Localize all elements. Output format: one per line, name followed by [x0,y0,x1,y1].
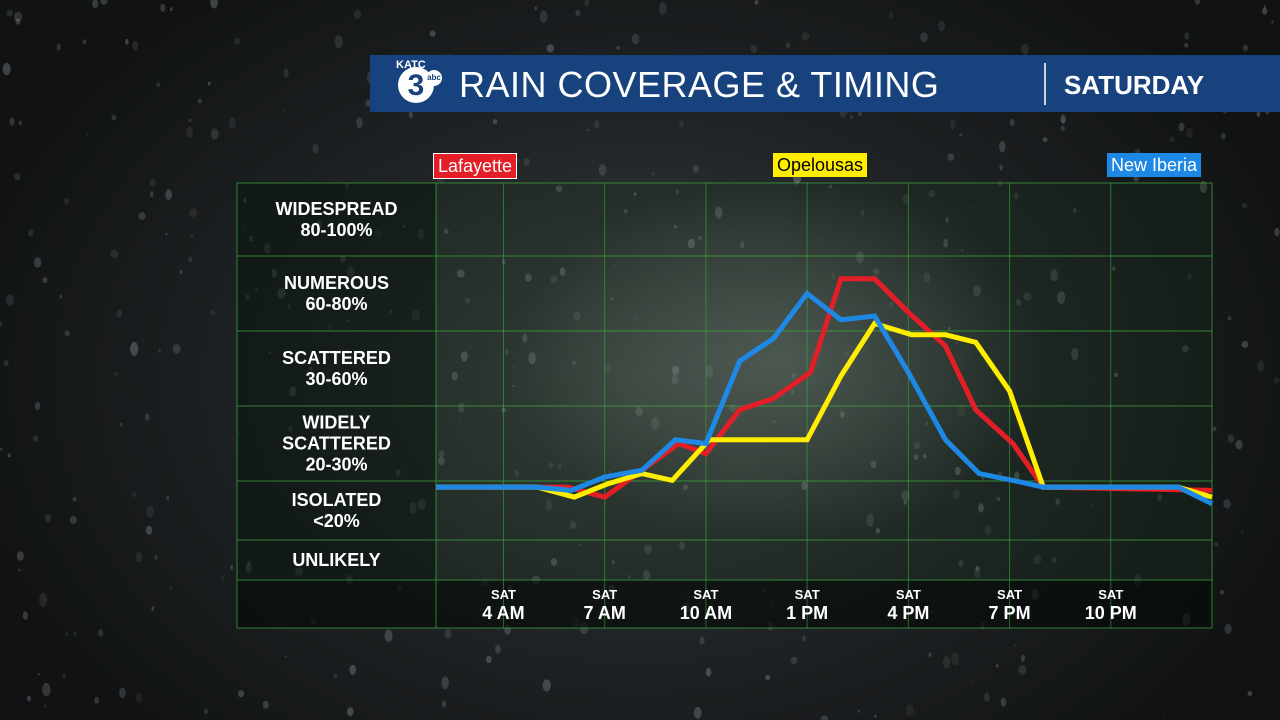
plot-area [436,183,1212,580]
banner-divider [1044,63,1046,105]
x-tick-day: SAT [896,587,921,602]
logo-number: 3 [398,67,434,103]
katc-logo: KATC 3 abc [392,59,442,109]
time-axis-panel [237,580,1212,628]
category-label: 60-80% [305,294,367,314]
x-tick-day: SAT [491,587,516,602]
category-label: <20% [313,511,360,531]
x-tick-time: 1 PM [786,603,828,623]
x-tick-day: SAT [795,587,820,602]
x-tick-day: SAT [592,587,617,602]
banner-title: RAIN COVERAGE & TIMING [459,64,940,105]
category-panel [237,183,436,580]
category-label: 30-60% [305,369,367,389]
legend-new-iberia: New Iberia [1107,153,1202,177]
category-label: SCATTERED [282,348,391,368]
category-label: 80-100% [300,220,372,240]
x-tick-time: 7 PM [989,603,1031,623]
x-tick-day: SAT [997,587,1022,602]
category-label: NUMEROUS [284,273,389,293]
category-label: ISOLATED [292,490,382,510]
x-tick-time: 10 AM [680,603,732,623]
legend-lafayette: Lafayette [433,153,518,179]
series-line-lafayette [436,276,1213,500]
x-tick-time: 4 AM [482,603,524,623]
category-label: 20-30% [305,455,367,475]
x-tick-time: 10 PM [1085,603,1137,623]
x-tick-time: 7 AM [584,603,626,623]
banner-day: SATURDAY [1064,70,1205,100]
title-banner: KATC 3 abc RAIN COVERAGE & TIMING SATURD… [370,55,1280,112]
legend-opelousas: Opelousas [773,153,868,177]
x-tick-day: SAT [693,587,718,602]
category-label: UNLIKELY [292,550,380,570]
abc-logo-icon: abc [426,70,442,86]
x-tick-time: 4 PM [887,603,929,623]
series-line-opelousas [436,320,1213,500]
category-label: WIDELY [302,413,370,433]
x-tick-day: SAT [1098,587,1123,602]
category-label: WIDESPREAD [275,199,397,219]
category-label: SCATTERED [282,434,391,454]
series-line-new-iberia [436,289,1214,507]
